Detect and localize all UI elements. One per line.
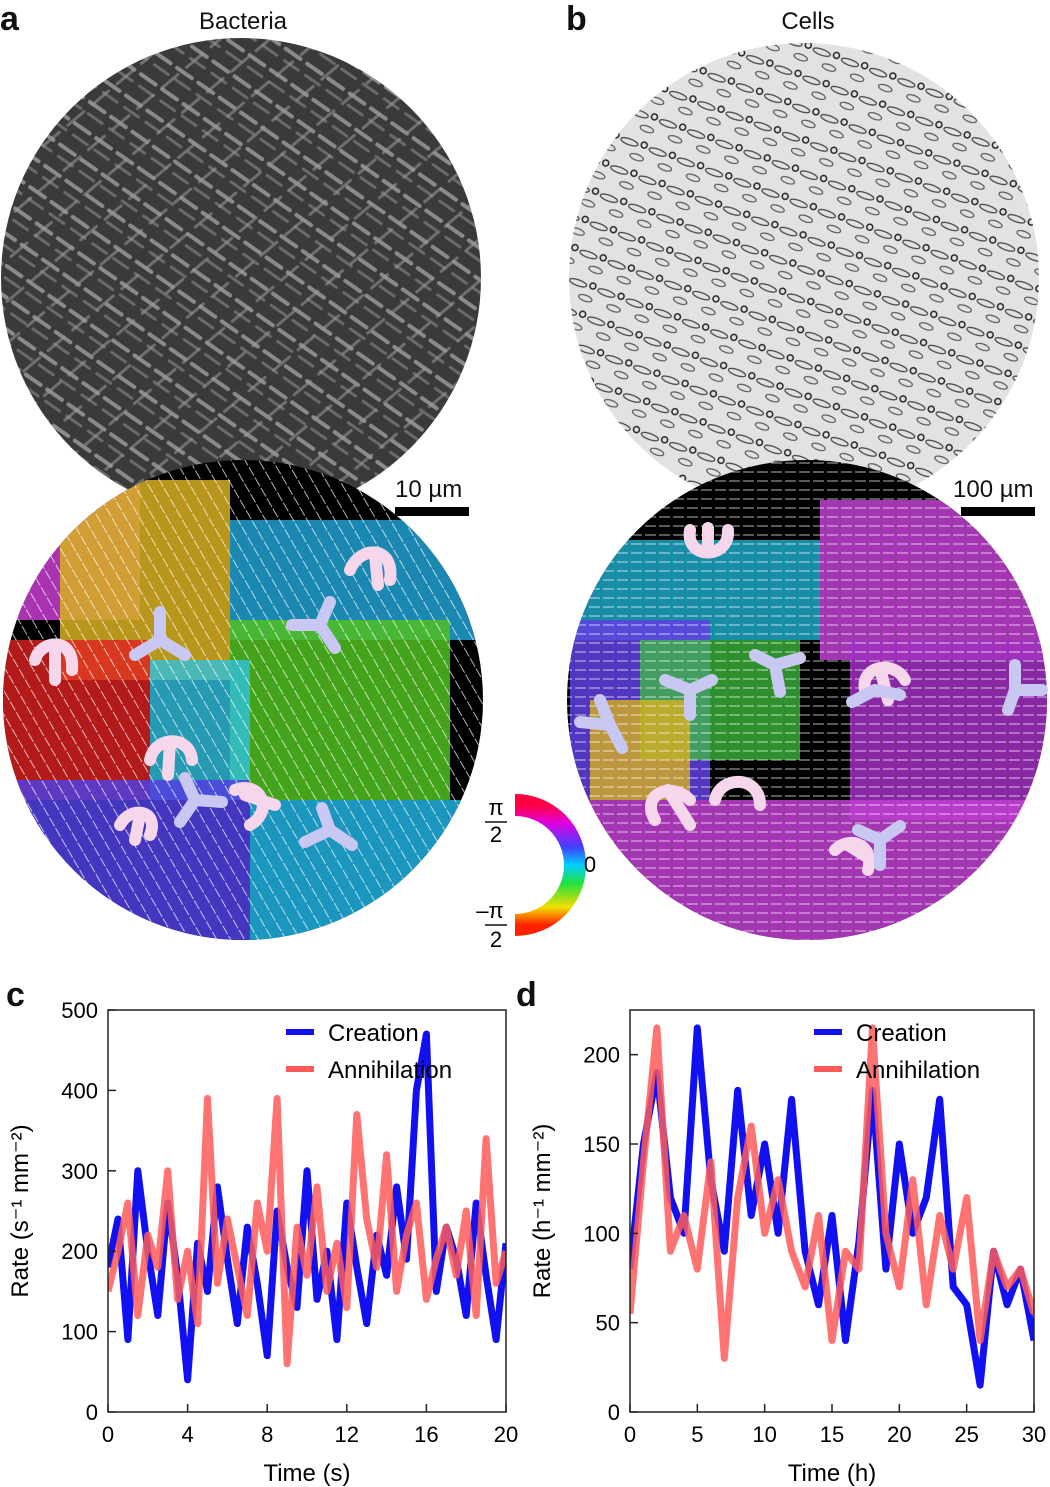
scale-bar-cells <box>961 507 1035 516</box>
colorwheel-top-denominator: 2 <box>490 822 502 847</box>
orientation-colorwheel: π 2 0 –π 2 <box>476 794 596 952</box>
x-tick-label: 16 <box>414 1422 438 1447</box>
series-line-creation <box>630 1024 1034 1389</box>
comet-defect-icon <box>229 782 281 831</box>
x-axis-label: Time (h) <box>788 1460 876 1487</box>
x-tick-label: 30 <box>1022 1422 1046 1447</box>
comet-defect-icon <box>645 784 696 831</box>
panel-letter-b: b <box>566 0 587 38</box>
cells-orientation-field <box>567 460 1047 940</box>
series-line-annihilation <box>108 1094 506 1368</box>
comet-defect-icon <box>114 806 158 846</box>
comet-defect-icon <box>29 638 79 686</box>
x-tick-label: 20 <box>887 1422 911 1447</box>
x-tick-label: 5 <box>691 1422 703 1447</box>
y-tick-label: 0 <box>86 1400 98 1425</box>
colorwheel-bottom-label: –π <box>476 898 503 923</box>
panel-title-bacteria: Bacteria <box>198 8 288 35</box>
bacteria-micrograph <box>1 38 481 518</box>
x-axis-label: Time (s) <box>263 1460 350 1487</box>
trefoil-defect-icon <box>749 649 806 698</box>
trefoil-defect-icon <box>852 820 906 871</box>
trefoil-defect-icon <box>129 606 191 661</box>
comet-defect-icon <box>709 775 766 811</box>
y-tick-label: 300 <box>61 1159 98 1184</box>
y-axis-label: Rate (h⁻¹ mm⁻²) <box>529 1124 556 1299</box>
y-tick-label: 200 <box>61 1239 98 1264</box>
x-tick-label: 0 <box>102 1422 114 1447</box>
x-tick-label: 10 <box>752 1422 776 1447</box>
series-line-annihilation <box>630 1024 1034 1362</box>
trefoil-defect-icon <box>659 674 718 721</box>
creation-annihilation-chart-cells: 0 5 10 15 20 25 30 0 50 100 150 200 Time (h) Rate (h⁻… <box>529 1009 1046 1487</box>
trefoil-defect-icon <box>286 596 341 654</box>
trefoil-defect-icon <box>174 772 228 828</box>
panel-letter-a: a <box>0 0 19 38</box>
legend-label-annihilation: Annihilation <box>856 1057 980 1084</box>
comet-defect-icon <box>829 836 878 876</box>
x-tick-label: 0 <box>624 1422 636 1447</box>
scale-label-cells: 100 µm <box>953 476 1034 503</box>
y-tick-label: 400 <box>61 1078 98 1103</box>
panel-letter-c: c <box>6 976 25 1014</box>
y-tick-label: 200 <box>583 1043 620 1068</box>
plot-frame <box>107 1009 507 1413</box>
comet-defect-icon <box>683 522 734 559</box>
x-tick-label: 25 <box>954 1422 978 1447</box>
x-tick-label: 20 <box>494 1422 518 1447</box>
y-tick-label: 50 <box>596 1311 620 1336</box>
comet-defect-icon <box>144 735 198 781</box>
y-tick-label: 150 <box>583 1132 620 1157</box>
x-tick-label: 15 <box>820 1422 844 1447</box>
legend-label-creation: Creation <box>328 1020 419 1047</box>
colorwheel-top-label: π <box>488 795 503 820</box>
scale-bar-bacteria <box>395 507 469 516</box>
colorwheel-bottom-denominator: 2 <box>490 927 502 952</box>
panel-letter-d: d <box>516 976 537 1014</box>
panel-title-cells: Cells <box>781 8 835 35</box>
x-tick-label: 4 <box>181 1422 193 1447</box>
comet-defect-icon <box>344 546 397 591</box>
defect-markers-bacteria <box>29 546 397 851</box>
cells-micrograph <box>569 43 1039 513</box>
trefoil-defect-icon <box>846 684 906 708</box>
bacteria-orientation-field <box>3 460 483 940</box>
y-tick-label: 500 <box>61 998 98 1023</box>
y-tick-label: 100 <box>61 1320 98 1345</box>
defect-markers-cells <box>574 522 1048 876</box>
trefoil-defect-icon <box>1002 659 1048 716</box>
colorwheel-right-label: 0 <box>584 852 596 877</box>
y-tick-label: 100 <box>583 1221 620 1246</box>
trefoil-defect-icon <box>299 802 358 851</box>
x-tick-label: 12 <box>335 1422 359 1447</box>
scale-label-bacteria: 10 µm <box>395 476 463 503</box>
trefoil-defect-icon <box>574 694 628 754</box>
legend-label-annihilation: Annihilation <box>328 1057 452 1084</box>
y-tick-label: 0 <box>608 1400 620 1425</box>
y-axis-label: Rate (s⁻¹ mm⁻²) <box>7 1124 34 1297</box>
legend-label-creation: Creation <box>856 1020 947 1047</box>
x-tick-label: 8 <box>261 1422 273 1447</box>
